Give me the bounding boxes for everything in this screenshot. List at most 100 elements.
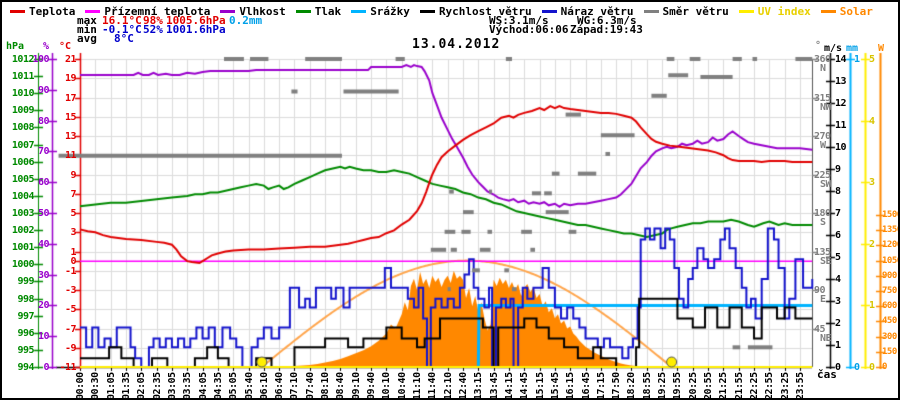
wind-dir-compass-label: SE: [820, 255, 832, 267]
time-tick-label: 17:15: [595, 372, 607, 400]
humidity-tick-label: 60: [37, 177, 50, 189]
stat-avg-label: avg: [77, 32, 97, 45]
time-tick-label: 12:10: [442, 372, 454, 400]
legend-color-swatch: [295, 10, 311, 13]
wind-dir-tick-label: 225: [814, 169, 831, 181]
hpa-tick-label: 1003: [11, 208, 35, 219]
time-tick-label: 00:30: [90, 372, 102, 400]
temp-tick-label: 21: [64, 54, 77, 65]
wind-dir-tick-label: 135: [814, 246, 831, 258]
stat-max-temp: 16.1°C: [102, 14, 142, 27]
time-tick-label: 07:10: [289, 372, 301, 400]
wind-dir-compass-label: SW: [820, 178, 832, 190]
stat-min-humidity: 52%: [143, 23, 163, 36]
legend-color-swatch: [541, 10, 557, 13]
axis-header-celsius: °C: [59, 41, 72, 52]
time-tick-label: 01:35: [120, 372, 132, 400]
legend-item: Srážky: [351, 5, 410, 18]
hpa-tick-label: 1002: [11, 225, 35, 237]
solar-tick-label: 1200: [882, 240, 900, 251]
legend-item-label: Srážky: [370, 5, 410, 18]
humidity-tick-label: 30: [37, 269, 50, 281]
windspeed-tick-label: 0: [835, 362, 841, 373]
hpa-tick-label: 1007: [11, 139, 35, 151]
uv-tick-label: 2: [869, 238, 875, 250]
time-tick-label: 08:10: [320, 372, 332, 400]
time-tick-label: 18:20: [626, 372, 638, 400]
windspeed-tick-label: 5: [835, 252, 841, 263]
windspeed-tick-label: 8: [835, 186, 841, 197]
time-tick-label: 00:00: [75, 372, 86, 400]
legend-color-swatch: [220, 10, 236, 13]
wind-dir-compass-label: N: [820, 63, 826, 74]
sunrise-time: Východ:06:06: [489, 23, 569, 36]
stat-wind-gust-max: WG:6.3m/s: [577, 14, 637, 27]
time-tick-label: 17:50: [611, 372, 623, 400]
legend-item: Teplota: [10, 5, 75, 18]
time-tick-label: 23:25: [779, 372, 791, 400]
legend-item-label: Solar: [839, 5, 873, 18]
legend-item-label: Tlak: [314, 5, 342, 18]
stat-max-rain: 0.2mm: [229, 14, 263, 27]
temp-tick-label: -9: [64, 342, 77, 354]
stat-avg-temp: 8°C: [114, 32, 134, 45]
legend-item-label: UV index: [757, 5, 811, 18]
legend-item-label: Náraz větru: [560, 5, 634, 18]
time-tick-label: 13:15: [473, 372, 485, 400]
legend-item: UV index: [738, 5, 811, 18]
time-tick-label: 03:05: [166, 372, 178, 400]
temp-tick-label: 7: [70, 188, 76, 200]
uv-tick-label: 0: [869, 362, 875, 373]
stat-min-temp: -0.1°C: [102, 23, 142, 36]
stat-min-label: min: [77, 23, 97, 36]
temp-tick-label: 0: [70, 256, 76, 268]
legend-color-swatch: [85, 10, 101, 13]
time-tick-label: 02:35: [151, 372, 163, 400]
windspeed-tick-label: 7: [835, 208, 841, 219]
time-tick-label: 02:05: [136, 372, 148, 400]
legend-item-label: Teplota: [29, 5, 76, 18]
time-tick-label: 01:05: [105, 372, 117, 400]
legend-color-swatch: [351, 10, 367, 13]
time-tick-label: 12:40: [457, 372, 469, 400]
solar-tick-label: 1500: [882, 210, 900, 221]
wind-dir-compass-label: NE: [820, 332, 832, 344]
legend-item-label: Rychlost větru: [438, 5, 532, 18]
hpa-tick-label: 1004: [11, 190, 35, 202]
time-tick-label: 18:55: [641, 372, 653, 400]
axis-header-watt: W: [878, 43, 885, 54]
hpa-tick-label: 1006: [11, 156, 35, 168]
chart-date-title: 13.04.2012: [412, 37, 501, 52]
legend-item-label: Vlhkost: [239, 5, 286, 18]
humidity-tick-label: 100: [32, 54, 49, 65]
temp-tick-label: 15: [64, 111, 77, 123]
time-tick-label: 22:25: [749, 372, 761, 400]
humidity-tick-label: 20: [37, 300, 50, 312]
temp-tick-label: -5: [64, 304, 77, 316]
time-tick-label: 15:15: [534, 372, 546, 400]
solar-tick-label: 300: [882, 331, 897, 342]
uv-tick-label: 4: [869, 115, 875, 127]
uv-tick-label: 3: [869, 177, 875, 189]
time-tick-label: 13:45: [488, 372, 500, 400]
time-tick-label: 10:40: [396, 372, 408, 400]
windspeed-tick-label: 2: [835, 318, 841, 329]
temp-tick-label: 5: [70, 208, 76, 219]
humidity-tick-label: 40: [37, 238, 50, 250]
wind-dir-tick-label: 360: [814, 54, 831, 65]
wind-dir-tick-label: 45: [814, 323, 826, 335]
time-tick-label: 16:45: [580, 372, 592, 400]
temp-tick-label: 9: [70, 169, 76, 181]
temp-tick-label: 19: [64, 73, 77, 85]
hpa-tick-label: 1005: [11, 173, 35, 185]
wind-dir-compass-label: E: [820, 294, 826, 305]
axis-header-ms: m/s: [824, 43, 843, 54]
rain-tick-label: 1: [854, 54, 860, 65]
time-tick-label: 06:10: [258, 372, 270, 400]
temp-tick-label: 13: [64, 131, 77, 142]
windspeed-tick-label: 11: [835, 120, 847, 131]
temp-tick-label: -11: [59, 362, 76, 373]
time-tick-label: 09:40: [366, 372, 378, 400]
temp-tick-label: 1: [70, 246, 76, 258]
